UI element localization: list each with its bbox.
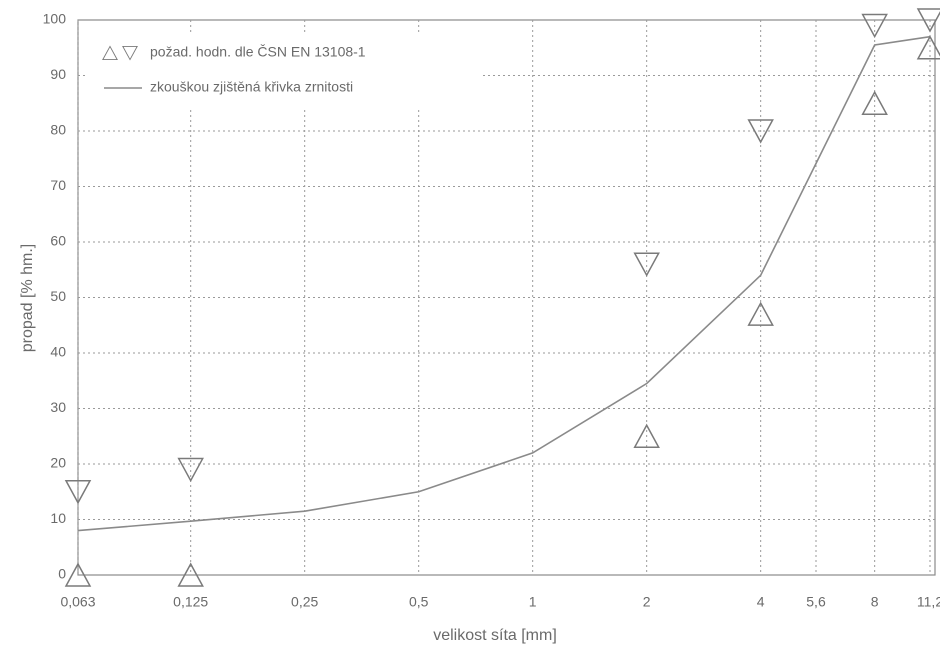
x-tick-label: 4 xyxy=(757,594,765,610)
y-tick-label: 70 xyxy=(50,177,66,193)
lower-limit-marker xyxy=(747,301,774,326)
x-tick-label: 11,2 xyxy=(917,594,940,610)
legend-symbol xyxy=(102,45,118,61)
x-tick-label: 2 xyxy=(643,594,651,610)
upper-limit-marker xyxy=(916,8,940,33)
y-tick-label: 50 xyxy=(50,288,66,304)
x-tick-label: 8 xyxy=(871,594,879,610)
y-tick-label: 60 xyxy=(50,233,66,249)
legend-symbol xyxy=(122,45,138,61)
x-tick-label: 5,6 xyxy=(806,594,826,610)
lower-limit-marker xyxy=(916,35,940,60)
upper-limit-marker xyxy=(177,457,204,483)
lower-limit-marker xyxy=(633,423,660,448)
y-tick-label: 90 xyxy=(50,66,66,82)
y-tick-label: 80 xyxy=(50,122,66,138)
upper-limit-marker xyxy=(633,252,660,277)
x-tick-label: 1 xyxy=(529,594,537,610)
x-tick-label: 0,5 xyxy=(409,594,429,610)
y-tick-label: 20 xyxy=(50,455,66,471)
x-axis-label: velikost síta [mm] xyxy=(433,627,557,644)
x-tick-label: 0,25 xyxy=(291,594,318,610)
x-tick-label: 0,125 xyxy=(173,594,208,610)
lower-limit-marker xyxy=(177,562,204,587)
upper-limit-marker xyxy=(64,480,92,505)
y-tick-label: 30 xyxy=(50,399,66,415)
y-tick-label: 100 xyxy=(43,11,67,27)
legend-box xyxy=(88,32,483,108)
upper-limit-marker xyxy=(747,119,774,144)
lower-limit-marker xyxy=(64,562,92,587)
y-axis-label: propad [% hm.] xyxy=(19,244,36,353)
grading-curve xyxy=(77,35,931,532)
legend-label: zkouškou zjištěná křivka zrnitosti xyxy=(150,79,353,95)
lower-limit-marker xyxy=(861,90,888,115)
y-tick-label: 40 xyxy=(50,344,66,360)
legend-label: požad. hodn. dle ČSN EN 13108-1 xyxy=(150,44,366,60)
x-tick-label: 0,063 xyxy=(60,594,95,610)
upper-limit-marker xyxy=(861,13,888,39)
y-tick-label: 0 xyxy=(58,566,66,582)
y-tick-label: 10 xyxy=(50,510,66,526)
